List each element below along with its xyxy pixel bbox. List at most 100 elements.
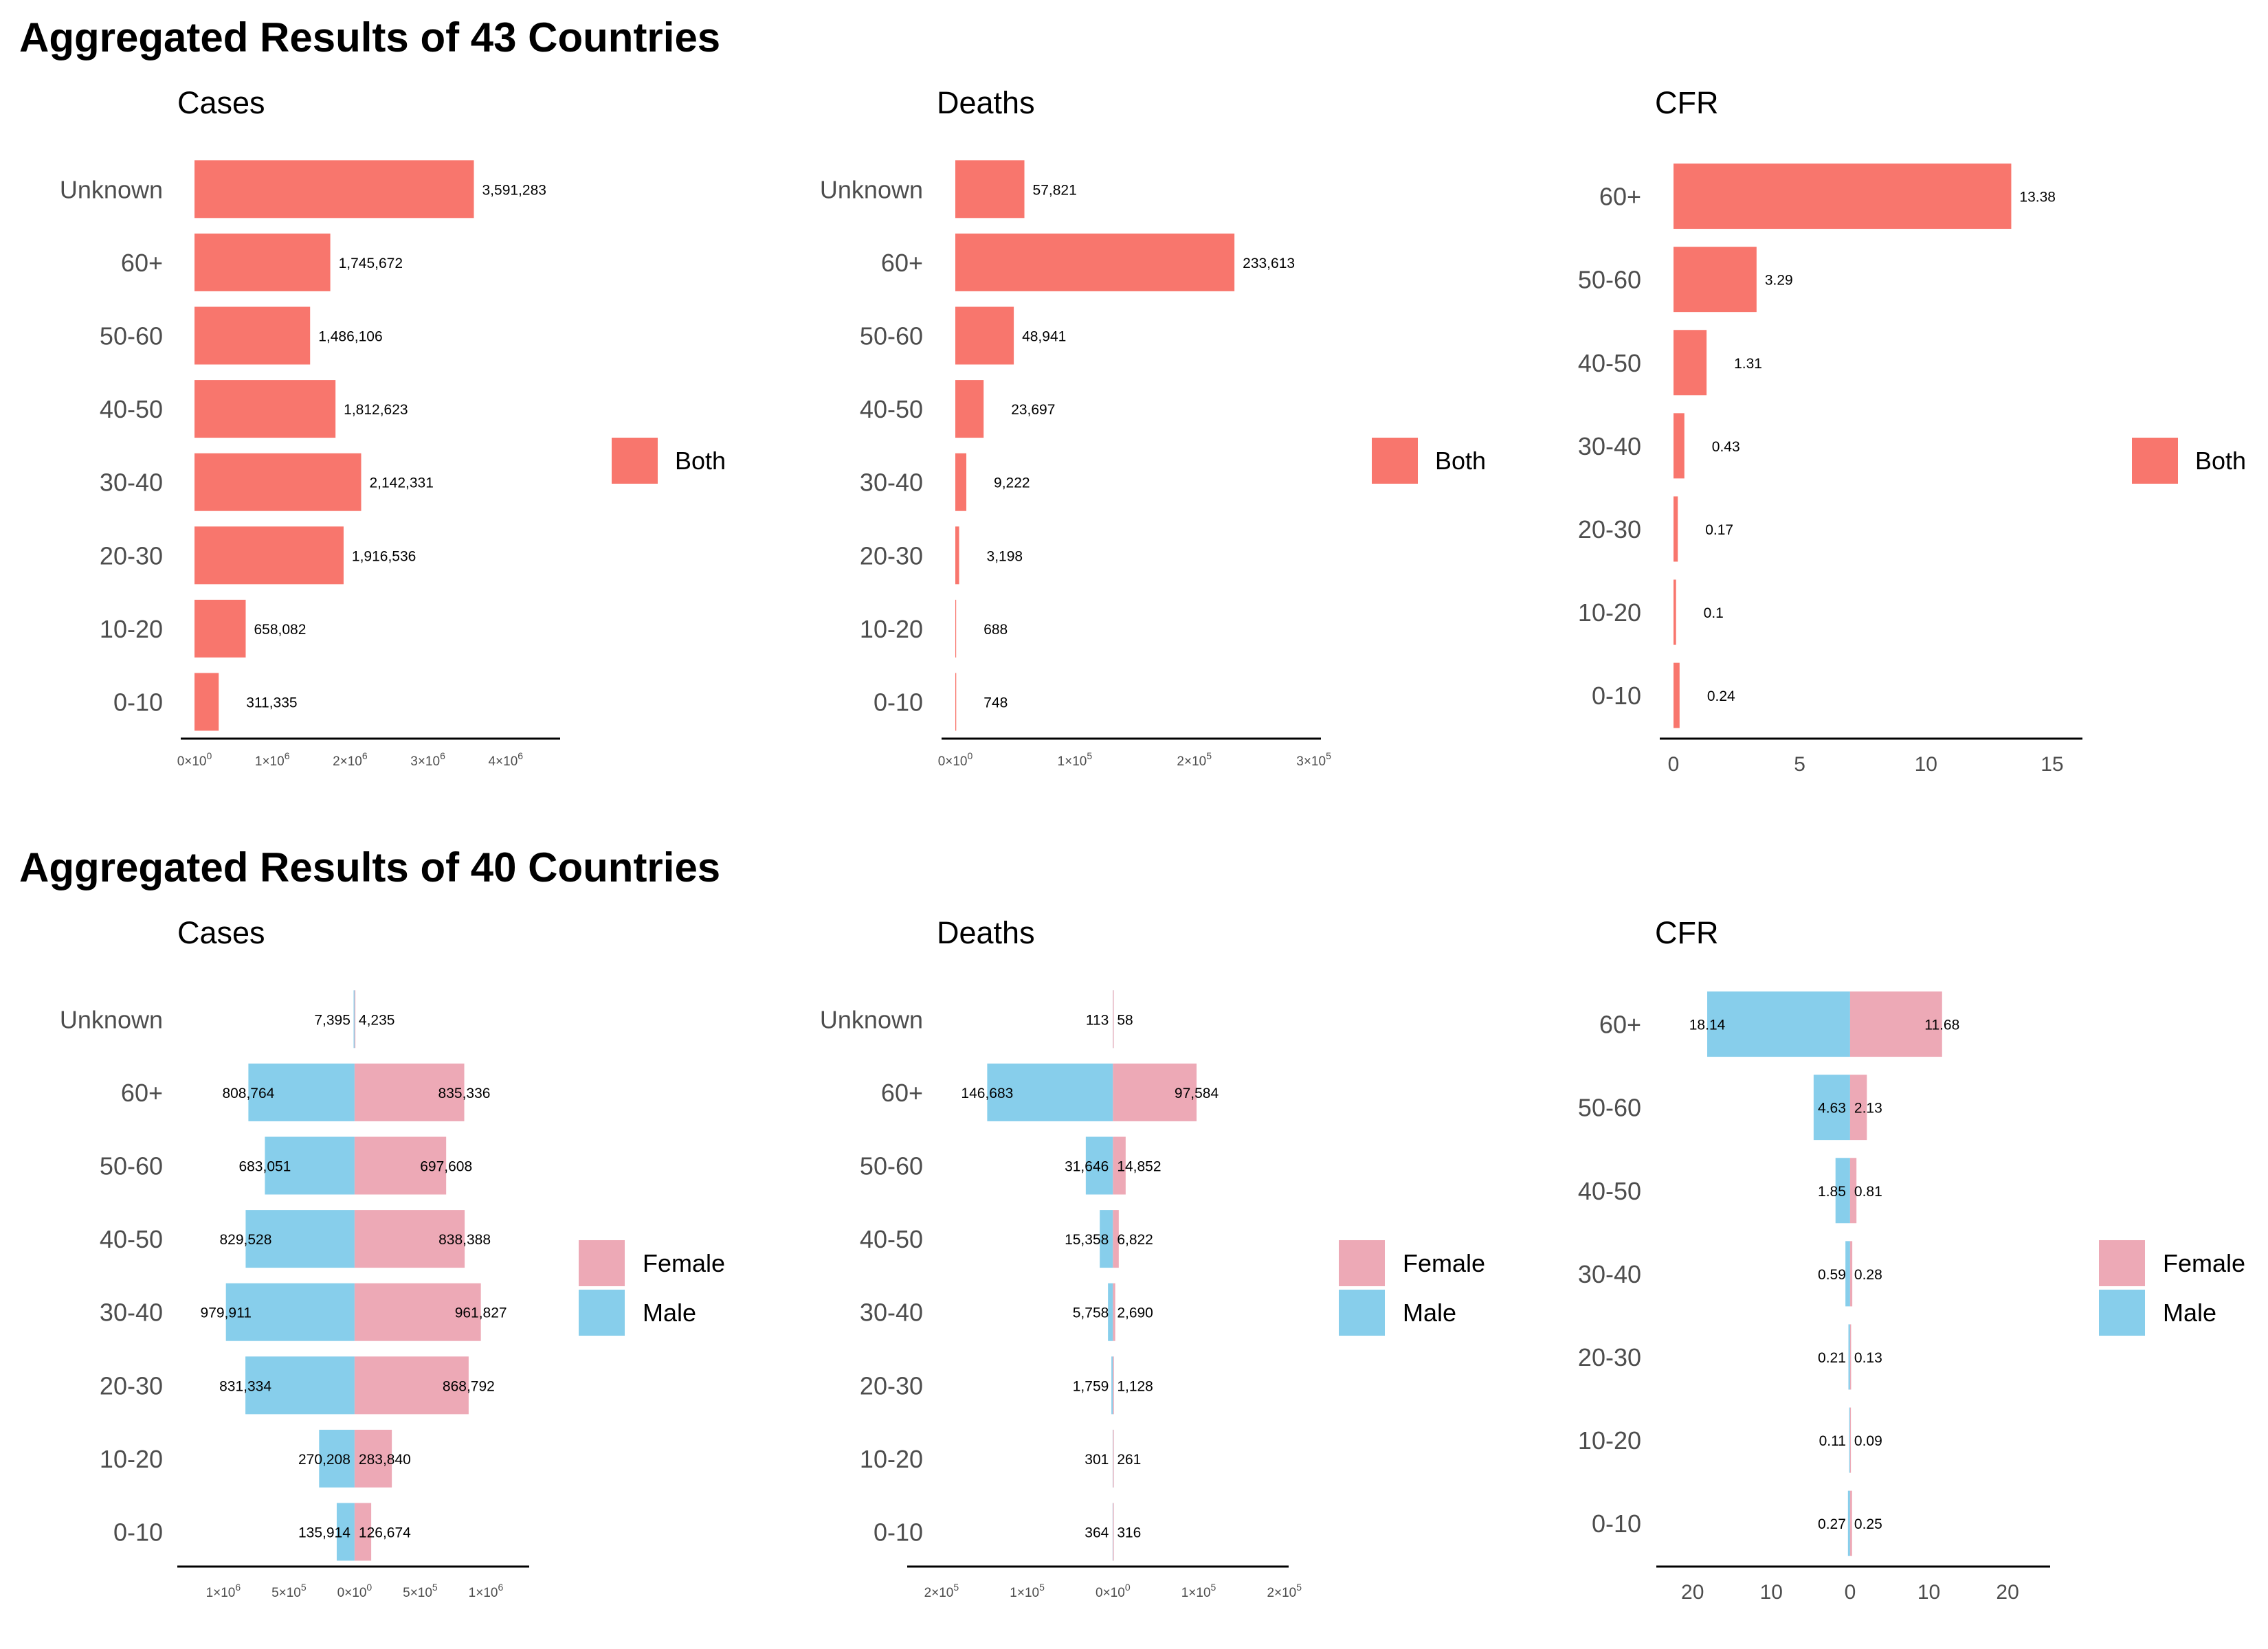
value-label-female: 58	[1117, 1012, 1133, 1028]
chart-title: Cases	[177, 85, 265, 120]
value-label-male: 15,358	[1065, 1232, 1109, 1248]
bar-female	[1849, 1324, 1852, 1390]
value-label-male: 146,683	[961, 1086, 1013, 1101]
value-label-male: 1,759	[1073, 1378, 1109, 1394]
x-tick-label: 1×105	[1010, 1582, 1045, 1600]
value-label-female: 6,822	[1117, 1232, 1153, 1248]
chart-title: CFR	[1655, 85, 1718, 120]
value-label: 0.24	[1707, 688, 1735, 704]
legend-label-both: Both	[2195, 447, 2246, 475]
x-tick-label: 0×100	[938, 750, 973, 769]
chart-deaths-top: Deaths Unknown 57,821 60+ 233,613 50-60 48,941…	[820, 85, 1486, 769]
value-label-female: 697,608	[420, 1159, 472, 1175]
legend-swatch-both	[2132, 438, 2178, 484]
x-tick-label: 5×105	[403, 1582, 438, 1600]
bar-male	[1845, 1241, 1850, 1307]
category-label: 10-20	[1578, 1426, 1641, 1455]
bar-male	[1108, 1283, 1113, 1341]
value-label-female: 868,792	[443, 1378, 495, 1394]
x-tick-label: 1×106	[206, 1582, 241, 1600]
bar-male	[1813, 1075, 1850, 1141]
x-tick-label: 0×100	[337, 1582, 373, 1600]
category-label: 60+	[881, 249, 923, 277]
value-label-female: 126,674	[359, 1525, 411, 1541]
value-label: 3,198	[987, 548, 1023, 564]
bar-female	[1113, 1063, 1197, 1121]
value-label-female: 1,128	[1117, 1378, 1153, 1394]
bar-female	[354, 1210, 465, 1268]
value-label-female: 835,336	[438, 1086, 491, 1101]
value-label: 688	[983, 622, 1008, 638]
chart-title: Deaths	[937, 85, 1035, 120]
x-tick-label: 5×105	[271, 1582, 307, 1600]
x-tick-label: 10	[1915, 753, 1937, 776]
value-label-male: 31,646	[1065, 1159, 1109, 1175]
chart-cfr-top: CFR 60+ 13.38 50-60 3.29 40-50 1.31 30-40 0.43 20…	[1578, 85, 2246, 776]
bar-both	[955, 526, 959, 585]
value-label: 0.1	[1704, 605, 1724, 621]
bar-male	[1849, 1407, 1850, 1473]
bar-both	[194, 233, 331, 291]
value-label-male: 0.27	[1818, 1516, 1846, 1532]
bar-female	[1113, 1136, 1126, 1195]
value-label: 2,142,331	[369, 475, 433, 491]
legend-swatch-male	[579, 1290, 625, 1336]
chart-cfr-bottom: CFR 60+ 18.14 11.68 50-60 4.63 2.13 40-50 1.85 0.…	[1578, 915, 2245, 1604]
chart-deaths-bottom: Deaths Unknown 113 58 60+ 146,683 97,584 50-60 3…	[820, 915, 1485, 1600]
category-label: 50-60	[100, 322, 163, 350]
category-label: 40-50	[100, 395, 163, 423]
value-label-male: 0.21	[1818, 1350, 1846, 1366]
category-label: 0-10	[874, 688, 923, 717]
bar-both	[955, 453, 967, 511]
value-label-male: 364	[1085, 1525, 1109, 1541]
chart-title: CFR	[1655, 915, 1718, 950]
bar-both	[955, 673, 957, 731]
category-label: 40-50	[1578, 349, 1641, 377]
legend-swatch-female	[1339, 1240, 1385, 1286]
category-label: 30-40	[100, 1299, 163, 1327]
bar-both	[1674, 496, 1678, 562]
value-label: 748	[983, 695, 1008, 711]
bar-male	[1085, 1136, 1113, 1195]
x-tick-label: 0	[1845, 1581, 1856, 1604]
value-label-male: 270,208	[298, 1452, 351, 1468]
bar-male	[245, 1356, 355, 1415]
category-label: 10-20	[1578, 598, 1641, 627]
bar-both	[1674, 164, 2012, 229]
category-label: 0-10	[874, 1518, 923, 1547]
x-tick-label: 10	[1917, 1581, 1940, 1604]
value-label-male: 0.59	[1818, 1267, 1846, 1283]
value-label-female: 0.25	[1854, 1516, 1882, 1532]
bar-male	[1111, 1356, 1113, 1415]
value-label-female: 2.13	[1854, 1101, 1882, 1117]
value-label-female: 961,827	[455, 1305, 507, 1321]
legend-label-female: Female	[643, 1249, 725, 1277]
value-label: 233,613	[1243, 256, 1295, 271]
bar-male	[225, 1283, 355, 1341]
bar-both	[955, 306, 1014, 365]
bar-both	[1674, 247, 1757, 313]
section-title-bottom: Aggregated Results of 40 Countries	[19, 844, 720, 890]
x-tick-label: 3×105	[1296, 750, 1331, 769]
category-label: 10-20	[100, 1445, 163, 1473]
bar-both	[1674, 413, 1685, 479]
value-label: 48,941	[1022, 329, 1066, 345]
value-label: 311,335	[246, 695, 297, 711]
x-tick-label: 2×105	[1177, 750, 1212, 769]
category-label: 60+	[121, 249, 163, 277]
category-label: 20-30	[100, 1371, 163, 1400]
value-label-male: 7,395	[314, 1012, 351, 1028]
bar-male	[336, 1503, 355, 1561]
x-tick-label: 20	[1681, 1581, 1704, 1604]
value-label: 1.31	[1734, 356, 1762, 372]
bar-both	[194, 526, 344, 585]
category-label: 50-60	[860, 322, 923, 350]
bar-male	[987, 1063, 1113, 1121]
category-label: 10-20	[860, 1445, 923, 1473]
x-tick-label: 0×100	[1096, 1582, 1131, 1600]
value-label-female: 14,852	[1117, 1159, 1161, 1175]
legend-label-male: Male	[1403, 1299, 1456, 1327]
legend-swatch-female	[579, 1240, 625, 1286]
category-label: Unknown	[820, 175, 923, 203]
value-label-female: 97,584	[1175, 1086, 1219, 1101]
